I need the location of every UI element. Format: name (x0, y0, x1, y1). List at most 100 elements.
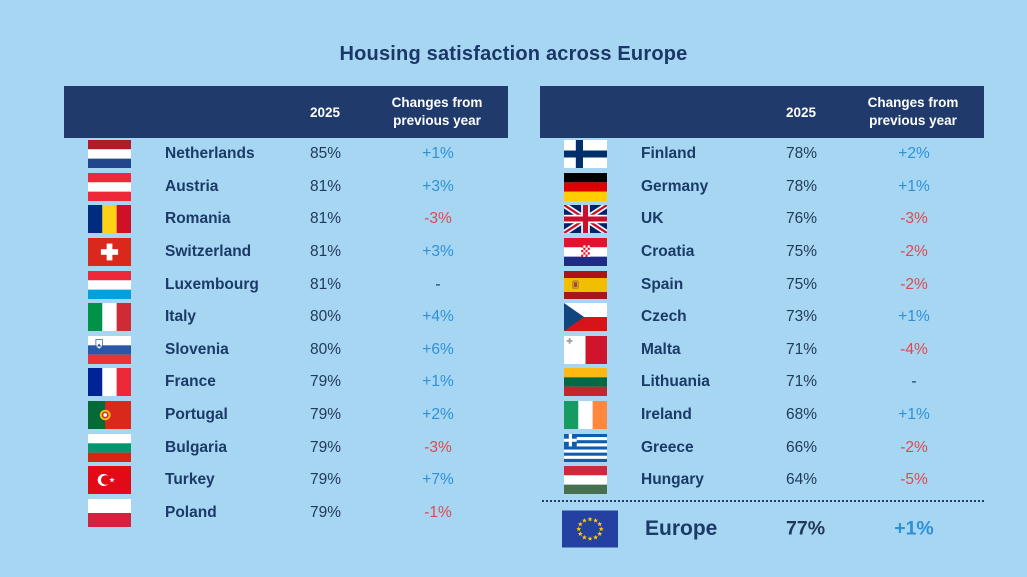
flag-spain-icon (564, 270, 607, 299)
table-row: Austria 81% +3% (64, 171, 508, 204)
flag-uk-icon (564, 205, 607, 234)
country-name: Germany (641, 177, 709, 195)
change-value: -2% (900, 438, 928, 456)
flag-austria-icon (88, 172, 131, 201)
column-header-change: Changes from previous year (867, 95, 959, 128)
flag-greece-icon (564, 433, 607, 462)
value-2025: 80% (310, 340, 342, 358)
country-name: France (165, 373, 216, 391)
value-2025: 66% (786, 438, 818, 456)
table-row: Malta 71% -4% (540, 334, 984, 367)
value-2025: 75% (786, 275, 818, 293)
flag-netherlands-icon (88, 140, 131, 169)
country-name: Slovenia (165, 340, 229, 358)
value-2025: 79% (310, 438, 342, 456)
value-2025: 79% (310, 406, 342, 424)
country-name: Spain (641, 275, 684, 293)
value-2025: 71% (786, 340, 818, 358)
flag-slovenia-icon (88, 335, 131, 364)
value-2025: 81% (310, 210, 342, 228)
flag-ireland-icon (564, 401, 607, 430)
country-name: Austria (165, 177, 219, 195)
change-value: +1% (898, 406, 930, 424)
table-row: Lithuania 71% - (540, 366, 984, 399)
table-row: Germany 78% +1% (540, 171, 984, 204)
change-value: +1% (894, 517, 934, 540)
country-name: Ireland (641, 406, 692, 424)
table-row: Ireland 68% +1% (540, 399, 984, 432)
flag-portugal-icon (88, 401, 131, 430)
europe-summary-separator (542, 500, 984, 502)
change-value: -2% (900, 243, 928, 261)
change-value: +2% (898, 145, 930, 163)
table-row: Switzerland 81% +3% (64, 236, 508, 269)
change-value: -3% (900, 210, 928, 228)
value-2025: 68% (786, 406, 818, 424)
flag-germany-icon (564, 172, 607, 201)
country-table-left: 2025 Changes from previous year Netherla… (64, 86, 508, 568)
change-value: +1% (422, 373, 454, 391)
column-header-year: 2025 (786, 104, 817, 120)
change-value: +3% (422, 243, 454, 261)
country-name: Turkey (165, 471, 215, 489)
flag-finland-icon (564, 140, 607, 169)
value-2025: 77% (786, 517, 826, 540)
flag-lithuania-icon (564, 368, 607, 397)
column-header-year: 2025 (310, 104, 341, 120)
country-name: Europe (645, 517, 718, 540)
value-2025: 81% (310, 177, 342, 195)
table-row: Luxembourg 81% - (64, 268, 508, 301)
value-2025: 79% (310, 503, 342, 521)
value-2025: 79% (310, 471, 342, 489)
value-2025: 80% (310, 308, 342, 326)
table-row: Spain 75% -2% (540, 268, 984, 301)
flag-switzerland-icon (88, 238, 131, 267)
change-value: +1% (422, 145, 454, 163)
country-name: Luxembourg (165, 275, 259, 293)
flag-croatia-icon (564, 238, 607, 267)
table-row: Czech 73% +1% (540, 301, 984, 334)
column-header-change: Changes from previous year (391, 95, 483, 128)
country-name: UK (641, 210, 664, 228)
table-row: Poland 79% -1% (64, 497, 508, 530)
value-2025: 73% (786, 308, 818, 326)
table-row: Hungary 64% -5% (540, 464, 984, 497)
value-2025: 71% (786, 373, 818, 391)
flag-italy-icon (88, 303, 131, 332)
change-value: -3% (424, 438, 452, 456)
flag-romania-icon (88, 205, 131, 234)
flag-poland-icon (88, 498, 131, 527)
table-row: Finland 78% +2% (540, 138, 984, 171)
flag-bulgaria-icon (88, 433, 131, 462)
flag-turkey-icon (88, 466, 131, 495)
table-row: Portugal 79% +2% (64, 399, 508, 432)
value-2025: 81% (310, 243, 342, 261)
flag-france-icon (88, 368, 131, 397)
table-header-right: 2025 Changes from previous year (540, 86, 984, 138)
table-rows-left: Netherlands 85% +1% Austria 81% +3% Romania 81%… (64, 138, 508, 529)
change-value: -5% (900, 471, 928, 489)
change-value: +1% (898, 308, 930, 326)
country-name: Romania (165, 210, 231, 228)
table-row: Turkey 79% +7% (64, 464, 508, 497)
value-2025: 81% (310, 275, 342, 293)
table-row: Italy 80% +4% (64, 301, 508, 334)
value-2025: 79% (310, 373, 342, 391)
country-name: Poland (165, 503, 217, 521)
country-name: Switzerland (165, 243, 252, 261)
country-name: Croatia (641, 243, 695, 261)
country-name: Portugal (165, 406, 228, 424)
change-value: -2% (900, 275, 928, 293)
change-value: - (435, 275, 441, 293)
flag-czech-icon (564, 303, 607, 332)
table-row: UK 76% -3% (540, 203, 984, 236)
table-row: France 79% +1% (64, 366, 508, 399)
value-2025: 75% (786, 243, 818, 261)
table-row: Netherlands 85% +1% (64, 138, 508, 171)
table-row: Slovenia 80% +6% (64, 334, 508, 367)
change-value: +6% (422, 340, 454, 358)
table-row: Greece 66% -2% (540, 431, 984, 464)
value-2025: 76% (786, 210, 818, 228)
page-title: Housing satisfaction across Europe (339, 43, 688, 65)
